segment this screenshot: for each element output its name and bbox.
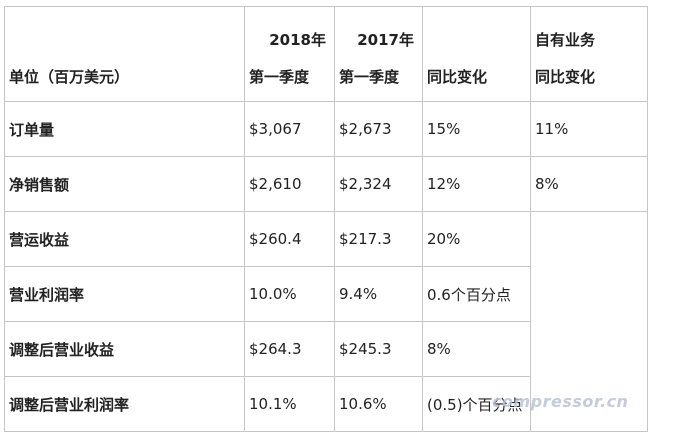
value-2018: $2,610	[244, 156, 335, 212]
table-row: 营运收益 $260.4 $217.3 20%	[4, 211, 648, 432]
value-2018: 10.1%	[244, 376, 335, 432]
header-unit-cell: 单位（百万美元）	[4, 6, 245, 102]
value-own: 11%	[530, 101, 648, 157]
value-yoy: 0.6个百分点	[422, 266, 531, 322]
year-2018-label: 2018年	[269, 31, 326, 49]
row-label: 订单量	[4, 101, 245, 157]
financial-table: 单位（百万美元） 2018年 第一季度 2017年 第一季度 同比变化 自有业务…	[4, 6, 648, 432]
value-2017: $217.3	[334, 211, 423, 267]
yoy-label: 同比变化	[427, 68, 488, 86]
unit-label: 单位（百万美元）	[9, 68, 130, 86]
own-yoy-label: 同比变化	[535, 68, 596, 86]
value-yoy: 20%	[422, 211, 531, 267]
empty-merged-cell	[530, 211, 648, 432]
value-2017: 9.4%	[334, 266, 423, 322]
value-2017: $245.3	[334, 321, 423, 377]
period-2017-label: 第一季度	[339, 68, 400, 86]
period-2018-label: 第一季度	[249, 68, 310, 86]
row-label: 调整后营业利润率	[4, 376, 245, 432]
value-2017: $2,673	[334, 101, 423, 157]
own-business-label: 自有业务	[535, 31, 596, 49]
row-label: 调整后营业收益	[4, 321, 245, 377]
table-row: 调整后营业收益 $264.3 $245.3 8%	[4, 321, 648, 377]
header-2018-cell: 2018年 第一季度	[244, 6, 335, 102]
value-2018: $264.3	[244, 321, 335, 377]
value-2018: $260.4	[244, 211, 335, 267]
value-yoy: 8%	[422, 321, 531, 377]
header-yoy-cell: 同比变化	[422, 6, 531, 102]
row-label: 营运收益	[4, 211, 245, 267]
table-row: 调整后营业利润率 10.1% 10.6% (0.5)个百分点	[4, 376, 648, 432]
value-yoy: 15%	[422, 101, 531, 157]
header-own-cell: 自有业务 同比变化	[530, 6, 648, 102]
table-row: 订单量 $3,067 $2,673 15% 11%	[4, 101, 648, 157]
header-2017-cell: 2017年 第一季度	[334, 6, 423, 102]
value-2017: $2,324	[334, 156, 423, 212]
value-2018: 10.0%	[244, 266, 335, 322]
value-yoy: (0.5)个百分点	[422, 376, 531, 432]
watermark: compressor.cn	[492, 392, 629, 411]
header-row: 单位（百万美元） 2018年 第一季度 2017年 第一季度 同比变化 自有业务…	[4, 6, 648, 102]
value-2018: $3,067	[244, 101, 335, 157]
row-label: 营业利润率	[4, 266, 245, 322]
value-own: 8%	[530, 156, 648, 212]
row-label: 净销售额	[4, 156, 245, 212]
value-2017: 10.6%	[334, 376, 423, 432]
year-2017-label: 2017年	[357, 31, 414, 49]
table-row: 净销售额 $2,610 $2,324 12% 8%	[4, 156, 648, 212]
value-yoy: 12%	[422, 156, 531, 212]
